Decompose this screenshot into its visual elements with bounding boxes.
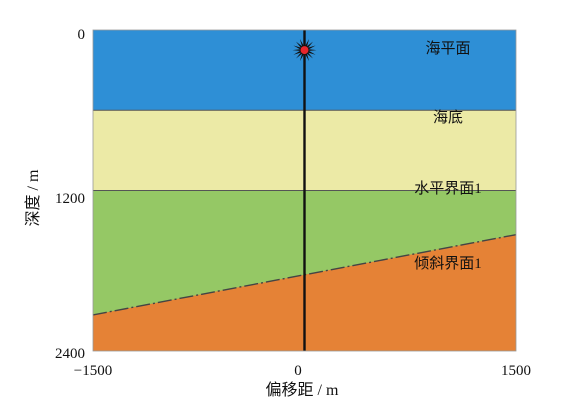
y-axis: 0 1200 2400 深度 / m: [24, 27, 85, 362]
layer-labels: 海平面 海底 水平界面1 倾斜界面1: [414, 40, 482, 272]
source-marker: [292, 38, 317, 63]
x-tick-label: 0: [294, 363, 302, 379]
layer-label-sea-level: 海平面: [425, 40, 470, 57]
x-tick-label: −1500: [74, 363, 112, 379]
source-dot: [300, 46, 309, 55]
layer-label-horizontal-interface: 水平界面1: [414, 180, 482, 197]
plot-area: [92, 29, 517, 352]
y-tick-label: 1200: [55, 191, 85, 207]
layer-label-dipping-interface: 倾斜界面1: [414, 255, 482, 272]
y-tick-label: 0: [78, 27, 86, 43]
x-axis-title: 偏移距 / m: [266, 381, 339, 399]
plot-frame: [92, 29, 517, 352]
x-tick-label: 1500: [501, 363, 531, 379]
layer-label-seafloor: 海底: [433, 109, 463, 126]
y-tick-label: 2400: [55, 346, 85, 362]
y-axis-title: 深度 / m: [24, 169, 42, 226]
x-axis: −1500 0 1500 偏移距 / m: [74, 363, 531, 399]
